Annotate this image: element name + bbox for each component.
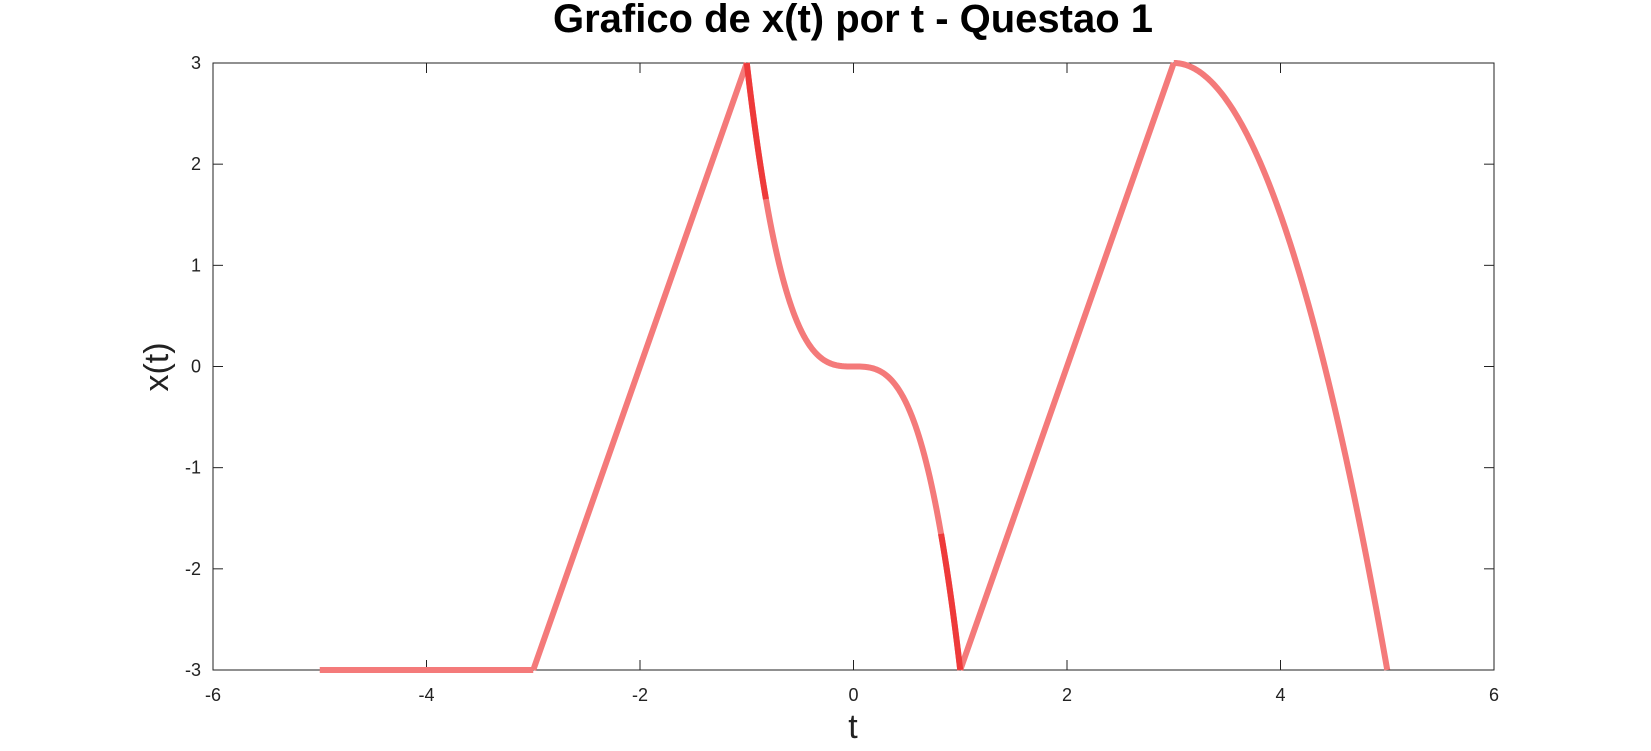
x-tick-label: 4 <box>1275 685 1285 705</box>
line-segment <box>530 62 750 671</box>
x-axis-label: t <box>848 708 858 746</box>
y-tick-label: -3 <box>185 660 201 680</box>
line-segment <box>1172 60 1391 671</box>
x-tick-label: 6 <box>1489 685 1499 705</box>
line-segment <box>743 62 964 671</box>
chart-title: Grafico de x(t) por t - Questao 1 <box>553 0 1153 41</box>
x-tick-label: 2 <box>1062 685 1072 705</box>
series-x-of-t <box>319 60 1391 673</box>
x-tick-label: -2 <box>632 685 648 705</box>
line-segment <box>957 62 1177 671</box>
y-tick-label: -1 <box>185 458 201 478</box>
y-tick-label: -2 <box>185 559 201 579</box>
line-segment-overlap <box>743 62 769 200</box>
y-tick-label: 3 <box>191 53 201 73</box>
y-tick-label: 1 <box>191 255 201 275</box>
x-tick-label: -4 <box>418 685 434 705</box>
x-tick-label: 0 <box>848 685 858 705</box>
y-tick-label: 0 <box>191 357 201 377</box>
axis-ticks: -6 -4 -2 0 2 4 6 -3 -2 -1 0 1 2 3 <box>185 53 1499 705</box>
y-axis-label: x(t) <box>138 342 176 391</box>
y-tick-label: 2 <box>191 154 201 174</box>
x-tick-label: -6 <box>205 685 221 705</box>
line-segment-overlap <box>938 533 964 671</box>
